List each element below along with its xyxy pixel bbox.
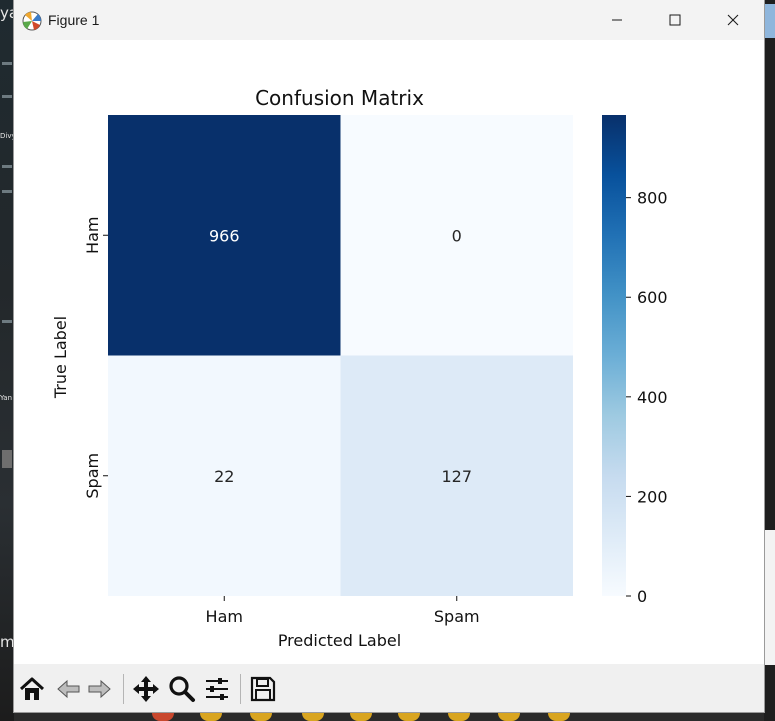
save-icon xyxy=(250,676,276,702)
configure-subplots-icon xyxy=(206,678,228,700)
configure-subplots-button[interactable] xyxy=(202,674,232,704)
pan-icon xyxy=(133,676,159,702)
desktop-background-left xyxy=(0,0,14,721)
cell-value-label: 22 xyxy=(214,467,234,486)
forward-icon xyxy=(88,679,111,699)
back-button[interactable] xyxy=(54,674,84,704)
desktop-background-right xyxy=(764,0,775,721)
heatmap-cell xyxy=(340,355,573,596)
toolbar-separator xyxy=(123,674,124,704)
taskbar-emoji-strip xyxy=(14,712,764,721)
colorbar-tick-label: 400 xyxy=(637,388,668,407)
x-tick-label: Ham xyxy=(206,607,243,626)
chart-title: Confusion Matrix xyxy=(255,86,424,110)
y-axis-label: True Label xyxy=(51,316,70,399)
zoom-icon xyxy=(169,676,195,702)
colorbar-tick-label: 200 xyxy=(637,487,668,506)
background-text-bottom: mi xyxy=(0,633,14,651)
colorbar xyxy=(602,115,626,596)
maximize-button[interactable] xyxy=(646,0,704,40)
y-tick-label: Spam xyxy=(83,453,102,499)
close-button[interactable] xyxy=(704,0,762,40)
background-small-text-2: Yan xyxy=(0,394,13,402)
navigation-toolbar xyxy=(14,664,764,712)
toolbar-separator xyxy=(240,674,241,704)
home-button[interactable] xyxy=(17,674,47,704)
cell-value-label: 0 xyxy=(452,226,462,245)
confusion-matrix-plot: Confusion Matrix 966 0 22 127 Ham Spam Ham Spa… xyxy=(51,86,668,650)
close-icon xyxy=(727,14,739,26)
background-small-text-1: Divy xyxy=(0,132,14,140)
cell-value-label: 966 xyxy=(209,226,240,245)
colorbar-tick-label: 0 xyxy=(637,587,647,606)
colorbar-tick-label: 800 xyxy=(637,189,668,208)
x-axis-label: Predicted Label xyxy=(278,631,401,650)
pan-button[interactable] xyxy=(131,674,161,704)
maximize-icon xyxy=(669,14,681,26)
x-tick-label: Spam xyxy=(434,607,480,626)
home-icon xyxy=(19,677,45,700)
matplotlib-app-icon xyxy=(22,11,42,31)
heatmap-cell xyxy=(108,115,341,356)
heatmap-cell xyxy=(108,355,341,596)
y-tick-label: Ham xyxy=(83,217,102,254)
figure-canvas[interactable]: Confusion Matrix 966 0 22 127 Ham Spam Ham Spa… xyxy=(14,40,764,664)
window-title: Figure 1 xyxy=(48,12,100,28)
cell-value-label: 127 xyxy=(441,467,472,486)
save-button[interactable] xyxy=(248,674,278,704)
colorbar-tick-label: 600 xyxy=(637,288,668,307)
heatmap-cell xyxy=(340,115,573,356)
back-icon xyxy=(57,679,80,699)
background-text-top: ya xyxy=(0,4,14,22)
zoom-button[interactable] xyxy=(167,674,197,704)
minimize-button[interactable] xyxy=(588,0,646,40)
figure-window: Figure 1 xyxy=(14,0,764,712)
forward-button[interactable] xyxy=(84,674,114,704)
title-bar[interactable]: Figure 1 xyxy=(14,0,764,40)
minimize-icon xyxy=(612,19,622,21)
